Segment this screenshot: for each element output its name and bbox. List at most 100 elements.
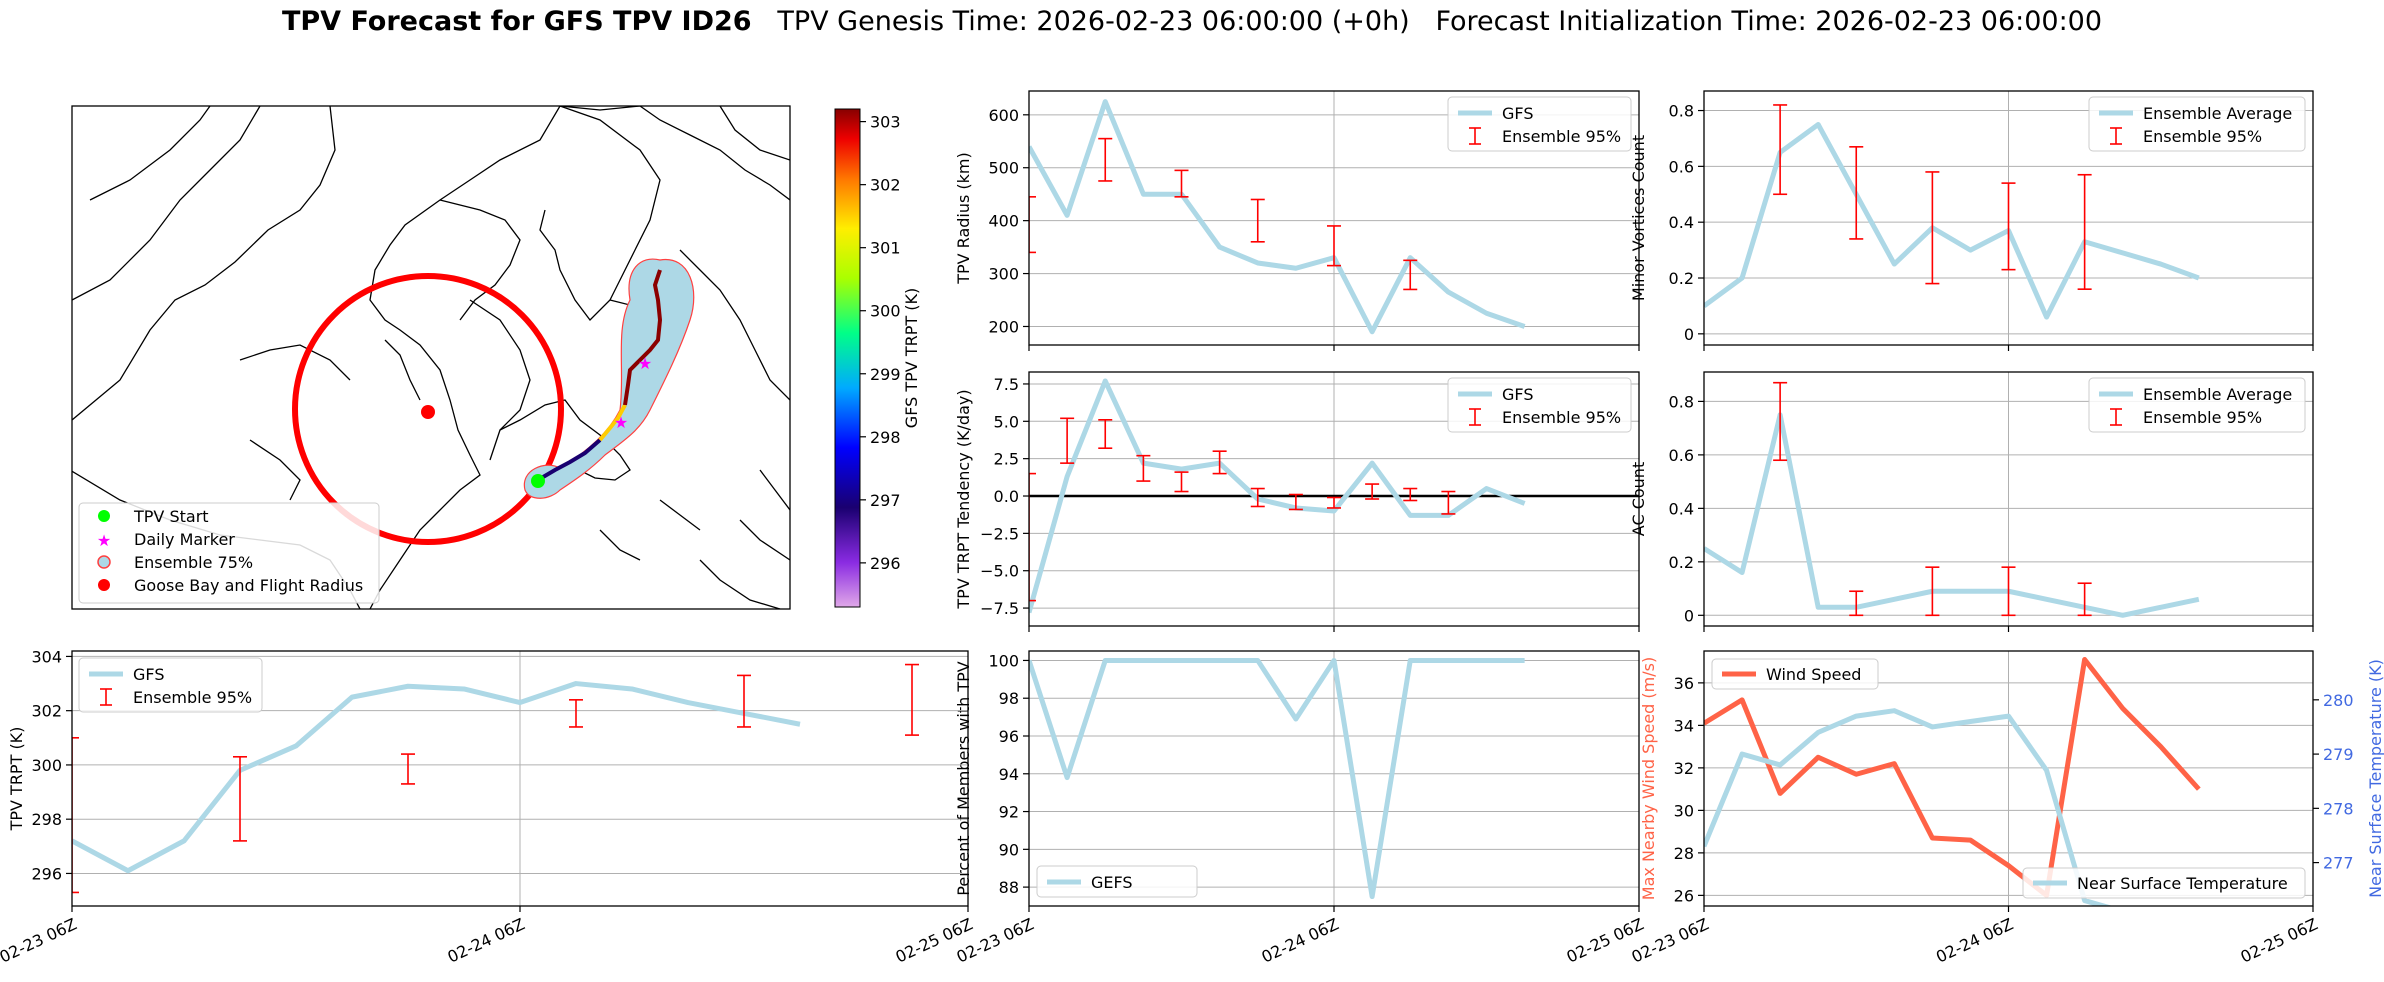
colorbar-tick-label: 303 [870,113,901,132]
y-tick-label: 96 [999,727,1019,746]
y-tick-label: 28 [1674,844,1694,863]
legend: GEFS [1036,865,1198,898]
legend-label: Near Surface Temperature [2077,874,2288,893]
y-tick-label: 0.4 [1669,213,1694,232]
legend-label: GEFS [1091,873,1133,892]
colorbar-tick-label: 299 [870,365,901,384]
y-tick-label: 600 [988,106,1019,125]
axes-frame [1028,371,1640,627]
y-tick-label: 32 [1674,759,1694,778]
y-tick-label: 2.5 [994,450,1019,469]
map-legend-label-3: Goose Bay and Flight Radius [134,576,363,595]
series-line-1 [1704,708,2113,906]
legend-label: Ensemble 95% [1502,408,1621,427]
error-bar [1250,198,1265,243]
colorbar-tick-label: 297 [870,491,901,510]
plot-area [1029,657,1525,900]
map-legend-label-1: Daily Marker [134,530,235,549]
y-tick-label: 0.6 [1669,157,1694,176]
legend-goose-bay-icon [98,579,110,591]
y-tick-label: 298 [31,810,62,829]
plot-area [1029,378,1526,614]
y-tick-label: 300 [31,756,62,775]
legend-start-icon [98,510,110,522]
y-tick-label: 0 [1684,325,1694,344]
y-tick-label: 98 [999,689,1019,708]
error-bar [1212,450,1227,475]
error-bar [737,674,751,728]
y-tick-label: 0.6 [1669,446,1694,465]
y2-tick-label: 277 [2323,854,2354,873]
legend: Ensemble Average Ensemble 95% [2088,96,2306,152]
axes-frame [1028,650,1640,907]
y-tick-label: 7.5 [994,375,1019,394]
error-bar [1060,417,1075,464]
figure-title-bold: TPV Forecast for GFS TPV ID26 [281,6,752,37]
legend-temp: Near Surface Temperature [2022,867,2306,899]
error-bar [1029,196,1036,254]
legend-ensemble-icon [97,555,111,569]
error-bar [1773,381,1788,462]
plot-area [1029,99,1526,335]
error-bar [1174,471,1189,493]
legend-label: Wind Speed [1766,665,1861,684]
flight-radius-circle [292,273,564,545]
y-axis-label: Percent of Members with TPV [954,661,973,895]
error-bar [1925,171,1940,285]
y-tick-label: 0.8 [1669,392,1694,411]
y-tick-label: 0.2 [1669,269,1694,288]
error-bar [1849,146,1864,240]
axes-frame [1703,650,2314,907]
colorbar-tick-label: 302 [870,176,901,195]
y-tick-label: 94 [999,765,1019,784]
colorbar-tick-label: 300 [870,302,901,321]
legend-label: Ensemble 95% [2143,408,2262,427]
y-tick-label: 88 [999,878,1019,897]
daily-marker-1: ★ [614,413,628,432]
plot-area [1704,657,2201,906]
chart-radius: 200 300 400 500 600 TPV Radius (km) GFS Ensembl… [954,90,1640,351]
plot-area [1704,381,2200,618]
y-axis-label: Minor Vortices Count [1629,135,1648,301]
colorbar-label: GFS TPV TRPT (K) [902,288,921,428]
error-bar [1327,496,1341,509]
series-line-0 [1029,99,1526,335]
map-legend-label-2: Ensemble 75% [134,553,253,572]
x-tick-label: 02-24 06Z [445,914,528,966]
series-line-0 [1704,412,2200,618]
y-tick-label: 300 [988,265,1019,284]
y-tick-label: 5.0 [994,412,1019,431]
colorbar-tick-label: 298 [870,428,901,447]
tpv-track-warm [623,269,663,406]
colorbar-tick-label: 301 [870,239,901,258]
error-bar [1773,104,1788,196]
y-tick-label: 500 [988,159,1019,178]
y-tick-label: 30 [1674,801,1694,820]
error-bar [1136,454,1151,482]
plot-area [1704,104,2200,320]
error-bar [1327,225,1341,267]
axes-frame [71,650,969,907]
y-tick-label: −7.5 [980,599,1019,618]
colorbar-ticks: 296 297 298 299 300 301 302 303 [860,113,901,573]
legend-star-icon: ★ [97,531,111,550]
series-line-0 [1029,378,1526,614]
y-tick-label: 0.4 [1669,499,1694,518]
y-axis-label: TPV Radius (km) [954,152,973,285]
goose-bay-marker [421,405,435,419]
y-tick-label: 200 [988,317,1019,336]
series-line-0 [1704,657,2201,898]
y2-tick-label: 279 [2323,745,2354,764]
y-tick-label: −5.0 [980,562,1019,581]
chart-tendency: −7.5 −5.0 −2.5 0.0 2.5 5.0 7.5 TPV TRPT Tendenc… [954,371,1640,632]
y2-tick-label: 278 [2323,799,2354,818]
legend: GFS Ensemble 95% [78,657,263,713]
y-tick-label: −2.5 [980,524,1019,543]
error-bar [569,699,583,728]
series-line-0 [1029,657,1525,900]
legend-label: Ensemble 95% [2143,127,2262,146]
